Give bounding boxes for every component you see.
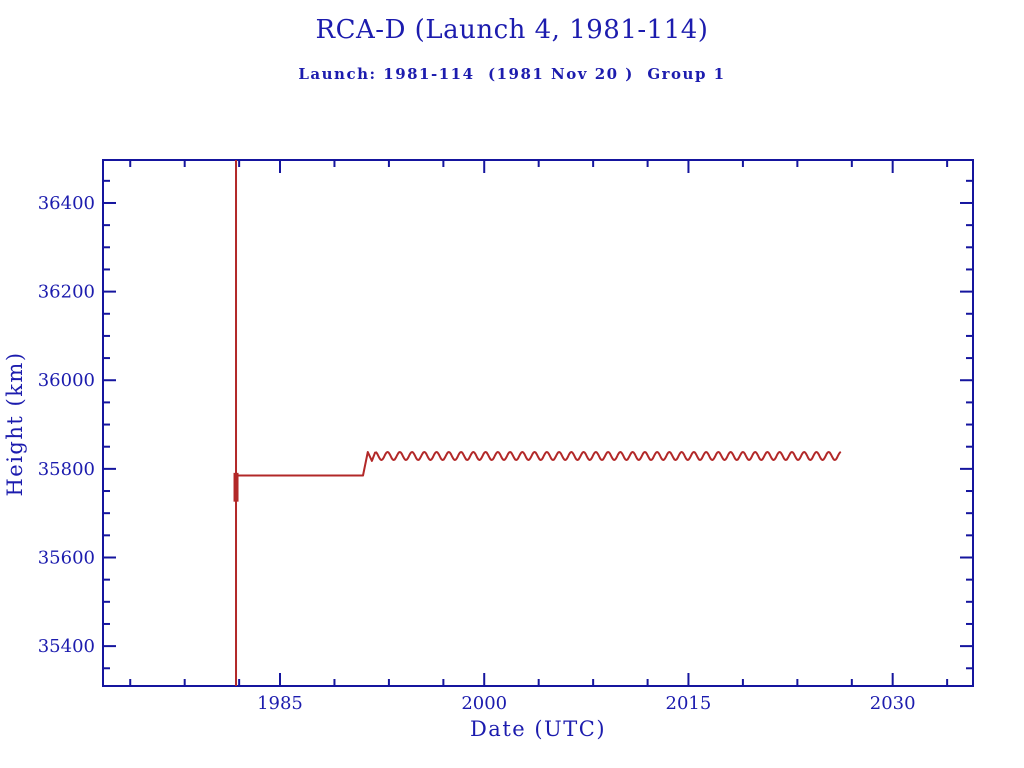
series-flat-segment (236, 451, 377, 477)
y-tick-label: 35400 (38, 636, 95, 657)
y-tick-label: 36000 (38, 370, 95, 391)
series-oscillation (374, 451, 842, 461)
x-tick-label: 2000 (461, 693, 507, 714)
height-series (233, 160, 842, 686)
y-axis-ticks (103, 179, 973, 670)
y-tick-labels: 35400 35600 35800 36000 36200 36400 (38, 193, 95, 657)
x-tick-label: 1985 (257, 693, 303, 714)
y-tick-label: 35800 (38, 459, 95, 480)
chart-subtitle: Launch: 1981-114 (1981 Nov 20 ) Group 1 (298, 65, 726, 83)
x-tick-label: 2015 (666, 693, 712, 714)
chart-title: RCA-D (Launch 4, 1981-114) (315, 15, 709, 45)
x-tick-labels: 1985 2000 2015 2030 (257, 693, 915, 714)
x-tick-label: 2030 (870, 693, 916, 714)
x-axis-ticks (129, 160, 949, 686)
y-tick-label: 36400 (38, 193, 95, 214)
y-tick-label: 35600 (38, 547, 95, 568)
y-axis-label: Height (km) (3, 351, 27, 497)
x-axis-label: Date (UTC) (469, 717, 607, 741)
plot-frame (102, 159, 974, 687)
y-tick-label: 36200 (38, 282, 95, 303)
